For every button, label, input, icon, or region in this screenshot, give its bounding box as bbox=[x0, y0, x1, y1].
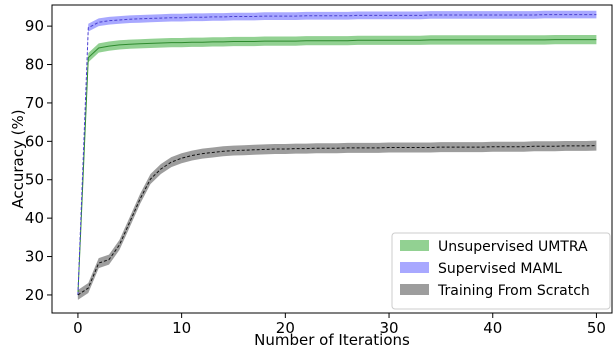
legend-swatch bbox=[400, 240, 429, 251]
legend: Unsupervised UMTRA Supervised MAML Trainin… bbox=[391, 232, 611, 310]
legend-swatch bbox=[400, 284, 429, 295]
plot-frame bbox=[51, 4, 613, 314]
legend-entry: Training From Scratch bbox=[437, 283, 590, 299]
x-axis-label: Number of Iterations bbox=[254, 331, 410, 349]
y-axis-ticks: 20 30 40 50 60 70 80 90 bbox=[25, 17, 52, 304]
line-series-0 bbox=[77, 39, 597, 296]
y-tick-label: 20 bbox=[25, 286, 44, 304]
legend-box bbox=[391, 232, 611, 310]
line-series-2 bbox=[77, 145, 597, 296]
x-tick-label: 40 bbox=[483, 319, 502, 337]
x-tick-label: 30 bbox=[379, 319, 398, 337]
y-tick-label: 90 bbox=[25, 17, 44, 35]
x-axis-ticks: 0 10 20 30 40 50 bbox=[73, 313, 606, 337]
series-lines bbox=[77, 14, 597, 296]
legend-entry: Unsupervised UMTRA bbox=[438, 239, 588, 255]
line-series-1 bbox=[77, 14, 597, 296]
legend-swatch bbox=[400, 262, 429, 273]
x-tick-label: 0 bbox=[73, 319, 83, 337]
x-tick-label: 50 bbox=[587, 319, 606, 337]
y-tick-label: 80 bbox=[25, 56, 44, 74]
y-tick-label: 40 bbox=[25, 209, 44, 227]
y-tick-label: 70 bbox=[25, 94, 44, 112]
x-tick-label: 10 bbox=[172, 319, 191, 337]
y-tick-label: 50 bbox=[25, 171, 44, 189]
y-axis-label: Accuracy (%) bbox=[9, 109, 27, 208]
y-tick-label: 30 bbox=[25, 248, 44, 266]
legend-entry: Supervised MAML bbox=[438, 261, 562, 277]
y-tick-label: 60 bbox=[25, 132, 44, 150]
x-tick-label: 20 bbox=[276, 319, 295, 337]
